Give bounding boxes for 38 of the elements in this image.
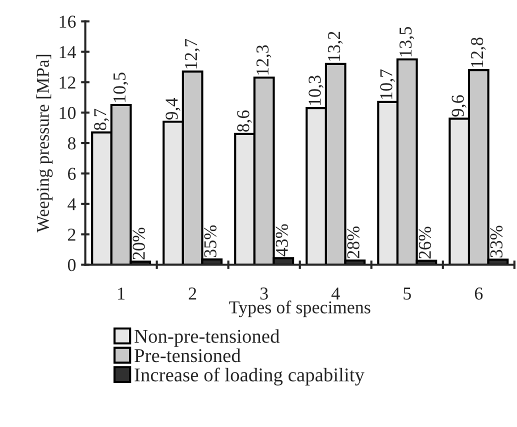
data-label: 12,8 bbox=[470, 38, 486, 67]
data-label: 9,6 bbox=[452, 95, 466, 117]
x-tick-label: 5 bbox=[404, 288, 411, 300]
y-tick-label: 12 bbox=[60, 76, 76, 88]
y-tick-label: 6 bbox=[68, 168, 76, 180]
x-tick-label: 3 bbox=[260, 288, 268, 300]
x-tick-label: 1 bbox=[118, 288, 124, 300]
data-label: 12,7 bbox=[184, 38, 200, 68]
data-label: 35% bbox=[204, 225, 216, 258]
data-label: 28% bbox=[347, 226, 360, 258]
y-tick-label: 14 bbox=[60, 46, 76, 58]
data-label: 10,7 bbox=[380, 69, 395, 99]
y-tick-label: 0 bbox=[68, 258, 76, 272]
y-tick-label: 10 bbox=[60, 106, 76, 120]
data-label: 43% bbox=[276, 224, 288, 256]
y-tick-label: 16 bbox=[60, 16, 76, 28]
data-label: 13,2 bbox=[328, 32, 343, 61]
data-label: 8,7 bbox=[94, 108, 109, 130]
data-label: 13,5 bbox=[400, 26, 414, 56]
y-tick-label: 8 bbox=[68, 137, 76, 150]
data-label: 20% bbox=[132, 228, 145, 260]
data-label: 26% bbox=[418, 226, 432, 258]
x-tick-label: 4 bbox=[331, 288, 340, 300]
data-label: 33% bbox=[490, 226, 503, 258]
data-label: 8,6 bbox=[237, 110, 252, 132]
x-tick-label: 6 bbox=[474, 288, 483, 300]
data-label: 10,3 bbox=[308, 76, 324, 105]
legend-label: Increase of loading capability bbox=[134, 368, 364, 386]
data-label: 10,5 bbox=[113, 72, 128, 102]
y-tick-label: 4 bbox=[68, 198, 76, 210]
data-label: 9,4 bbox=[166, 98, 180, 120]
x-axis-title: Types of specimens bbox=[229, 300, 370, 318]
x-tick-label: 2 bbox=[188, 288, 196, 300]
y-tick-label: 2 bbox=[68, 228, 76, 241]
legend-label: Non-pre-tensioned bbox=[134, 329, 280, 347]
data-label: 12,3 bbox=[256, 45, 272, 75]
legend-label: Pre-tensioned bbox=[134, 348, 241, 362]
y-axis-title: Weeping pressure [MPa] bbox=[36, 54, 53, 233]
